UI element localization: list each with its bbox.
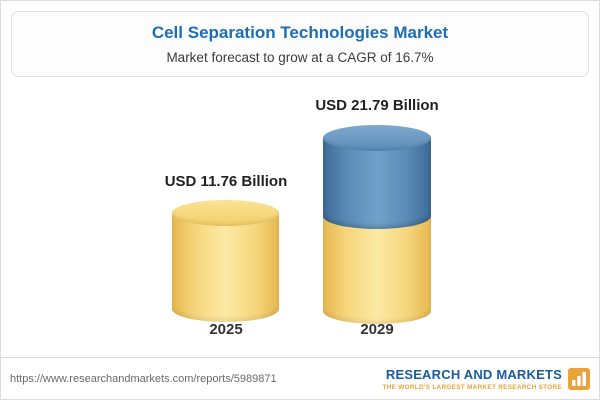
- bar-2025-top: [172, 200, 279, 226]
- brand-tagline: THE WORLD'S LARGEST MARKET RESEARCH STOR…: [382, 383, 562, 391]
- bar-2029-base-segment: [323, 216, 431, 324]
- header-card: Cell Separation Technologies Market Mark…: [11, 11, 589, 77]
- axis-label-2029: 2029: [360, 321, 394, 338]
- bar-2029-cylinder: [323, 125, 431, 325]
- bar-2029-growth-segment: [323, 138, 431, 229]
- bar-2025-cylinder: [172, 200, 279, 324]
- bar-chart-logo-icon: [568, 367, 590, 390]
- footer: https://www.researchandmarkets.com/repor…: [1, 357, 599, 399]
- axis-label-2025: 2025: [209, 321, 243, 338]
- bar-2025-body: [172, 213, 279, 322]
- value-label-2025: USD 11.76 Billion: [164, 173, 288, 190]
- source-url-link[interactable]: https://www.researchandmarkets.com/repor…: [10, 372, 277, 385]
- brand-text: RESEARCH AND MARKETS THE WORLD'S LARGEST…: [382, 367, 562, 391]
- value-label-2029: USD 21.79 Billion: [315, 97, 439, 114]
- brand-logo: RESEARCH AND MARKETS THE WORLD'S LARGEST…: [382, 367, 590, 391]
- bar-2029-top: [323, 125, 431, 151]
- chart-title: Cell Separation Technologies Market: [151, 23, 449, 42]
- chart-subtitle: Market forecast to grow at a CAGR of 16.…: [166, 50, 434, 65]
- brand-name: RESEARCH AND MARKETS: [385, 366, 562, 382]
